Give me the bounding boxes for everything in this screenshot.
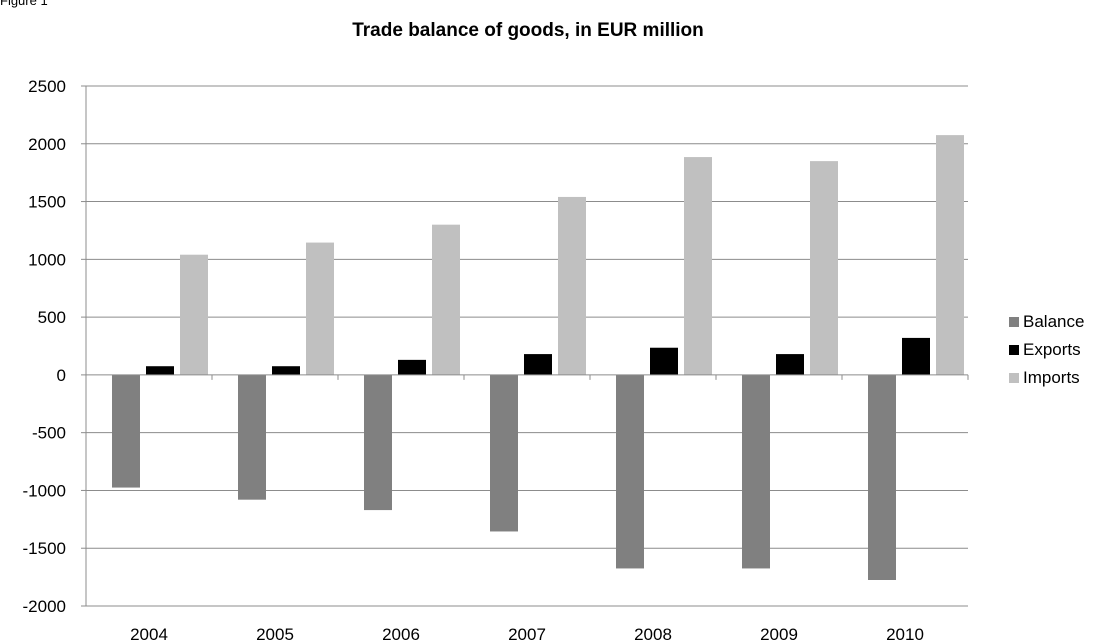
x-axis-ticks: 2004 2005 2006 2007 2008 2009 2010 [130,625,924,643]
balance-bar [616,374,644,569]
axes [85,86,969,606]
y-tick-label: 2500 [28,77,66,96]
figure-label: Figure 1 [0,0,48,8]
exports-bar [398,359,426,375]
balance-bar [742,374,770,569]
legend-swatch-balance [1009,317,1019,327]
y-tick-label: 500 [38,308,66,327]
imports-bar [810,161,838,375]
balance-bar [364,374,392,511]
exports-bar [272,366,300,375]
y-tick-label: 0 [57,366,66,385]
imports-bar [936,135,964,375]
balance-bar [490,374,518,532]
y-tick-label: -1000 [23,481,66,500]
y-tick-label: -2000 [23,597,66,616]
imports-bar [558,196,586,375]
x-tick-label: 2007 [508,625,546,643]
x-tick-label: 2010 [886,625,924,643]
y-tick-label: 2000 [28,135,66,154]
balance-bar [112,374,140,488]
x-tick-label: 2004 [130,625,168,643]
exports-bar [524,354,552,375]
x-tick-label: 2005 [256,625,294,643]
imports-bar [180,254,208,375]
exports-bar [776,354,804,375]
x-tick-label: 2006 [382,625,420,643]
legend-item-balance: Balance [1009,308,1084,336]
y-tick-label: 1000 [28,250,66,269]
legend-swatch-imports [1009,373,1019,383]
legend-label-imports: Imports [1023,368,1080,387]
bars [112,135,964,580]
chart-title: Trade balance of goods, in EUR million [352,20,704,41]
legend-item-exports: Exports [1009,336,1084,364]
legend-item-imports: Imports [1009,364,1084,392]
legend-label-balance: Balance [1023,312,1085,331]
y-tick-label: 1500 [28,193,66,212]
imports-bar [432,224,460,375]
balance-bar [238,374,266,500]
legend: Balance Exports Imports [1009,308,1084,392]
imports-bar [306,242,334,375]
y-axis-ticks: 2500 2000 1500 1000 500 0 -500 -1000 -1500 -2000 [23,77,86,616]
balance-bar [868,374,896,580]
exports-bar [146,366,174,375]
x-tick-label: 2009 [760,625,798,643]
y-tick-label: -500 [32,424,66,443]
x-tick-label: 2008 [634,625,672,643]
legend-swatch-exports [1009,345,1019,355]
legend-label-exports: Exports [1023,340,1081,359]
exports-bar [902,337,930,375]
imports-bar [684,157,712,375]
exports-bar [650,347,678,375]
y-tick-label: -1500 [23,539,66,558]
